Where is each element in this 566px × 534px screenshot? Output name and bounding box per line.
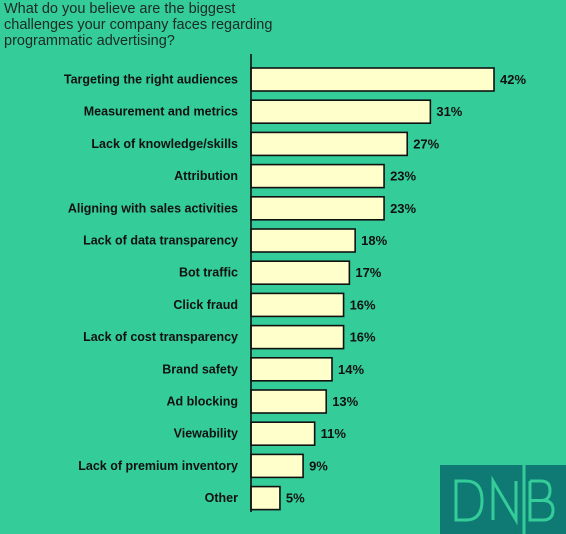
category-label: Bot traffic [179, 266, 238, 280]
bar-9 [250, 324, 345, 350]
category-label: Click fraud [173, 298, 238, 312]
value-label: 23% [390, 169, 416, 184]
dnb-logo [440, 465, 566, 534]
bar-8 [250, 292, 345, 318]
bar-14 [250, 485, 281, 511]
chart-title: What do you believe are the biggest chal… [4, 1, 273, 49]
bar-5 [250, 196, 385, 221]
bar-6 [250, 228, 356, 253]
category-label: Aligning with sales activities [68, 201, 238, 215]
category-label: Other [205, 491, 238, 505]
bar-7 [250, 260, 351, 286]
dnb-logo-mark [454, 465, 555, 534]
value-label: 5% [286, 491, 305, 506]
value-label: 16% [350, 297, 376, 312]
category-label: Lack of knowledge/skills [91, 137, 238, 151]
category-label: Ad blocking [166, 395, 238, 409]
bar-3 [250, 131, 409, 157]
bar-4 [250, 163, 385, 189]
value-label: 23% [390, 201, 416, 216]
category-label: Brand safety [162, 362, 238, 376]
value-label: 17% [355, 265, 381, 280]
value-label: 13% [332, 394, 358, 409]
category-label: Attribution [174, 169, 238, 183]
bars-group: Targeting the right audiences 42% Measurem… [64, 67, 526, 511]
bar-11 [250, 389, 328, 414]
category-label: Targeting the right audiences [64, 73, 238, 87]
value-label: 27% [413, 136, 439, 151]
value-label: 42% [500, 72, 526, 87]
bar-1 [250, 67, 495, 92]
category-label: Lack of cost transparency [83, 330, 238, 344]
category-label: Measurement and metrics [84, 105, 238, 119]
value-label: 11% [321, 426, 347, 441]
value-label: 16% [350, 330, 376, 345]
value-label: 14% [338, 362, 364, 377]
category-label: Lack of data transparency [83, 234, 238, 248]
bar-13 [250, 453, 304, 479]
value-label: 31% [436, 104, 462, 119]
category-label: Viewability [174, 427, 238, 441]
category-label: Lack of premium inventory [78, 459, 238, 473]
value-label: 9% [309, 458, 328, 473]
bar-12 [250, 421, 316, 447]
bar-10 [250, 356, 333, 382]
bar-2 [250, 99, 432, 124]
value-label: 18% [361, 233, 387, 248]
